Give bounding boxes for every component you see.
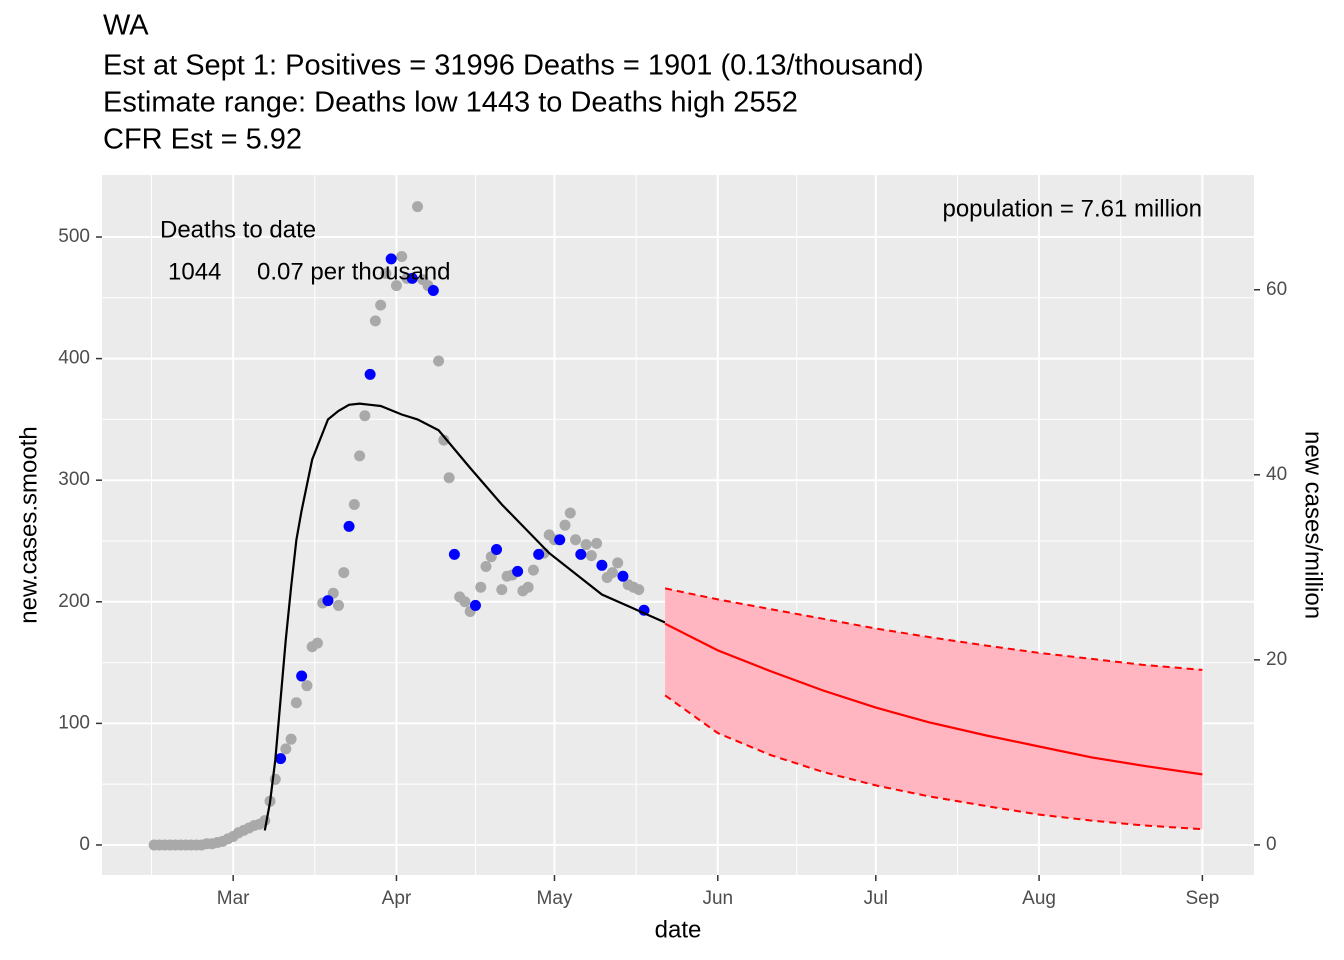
y-tick-label: 400 [58, 348, 90, 369]
point [533, 548, 545, 560]
y2-axis-title: new cases/million [1300, 431, 1327, 619]
y-tick-label: 200 [58, 591, 90, 612]
point [596, 559, 608, 571]
point [322, 595, 334, 607]
point [390, 280, 402, 292]
point [380, 267, 392, 279]
point [343, 520, 355, 532]
point [527, 564, 539, 576]
x-tick-label: Sep [1185, 888, 1219, 909]
point [438, 434, 450, 446]
point [348, 499, 360, 511]
annotation: 0.07 per thousand [257, 258, 451, 285]
y-tick-label: 500 [58, 226, 90, 247]
point [480, 561, 492, 573]
point [606, 567, 618, 579]
point [385, 253, 397, 265]
y2-tick-label: 60 [1266, 279, 1287, 300]
chart-subtitle: CFR Est = 5.92 [103, 124, 302, 156]
point [354, 450, 366, 462]
chart-subtitle: Estimate range: Deaths low 1443 to Death… [103, 87, 798, 119]
x-tick-label: May [537, 888, 573, 909]
chart-subtitle: Est at Sept 1: Positives = 31996 Deaths … [103, 50, 924, 82]
point [591, 537, 603, 549]
point [364, 368, 376, 380]
point [564, 507, 576, 519]
y2-tick-label: 40 [1266, 464, 1287, 485]
point [275, 753, 287, 765]
point [369, 315, 381, 327]
point [406, 272, 418, 284]
point [575, 548, 587, 560]
point [333, 599, 345, 611]
point [475, 581, 487, 593]
x-axis-title: date [655, 916, 702, 943]
point [280, 743, 292, 755]
point [433, 355, 445, 367]
point [570, 534, 582, 546]
point [285, 733, 297, 745]
y2-tick-label: 0 [1266, 834, 1277, 855]
labels: Deaths to date 1044 0.07 per thousand po… [15, 195, 1326, 943]
y-tick-label: 100 [58, 712, 90, 733]
point [311, 637, 323, 649]
point [559, 519, 571, 531]
point [459, 596, 471, 608]
marks [148, 201, 1203, 851]
point [359, 410, 371, 422]
annotation: Deaths to date [160, 216, 316, 243]
point [338, 567, 350, 579]
point [496, 584, 508, 596]
x-tick-label: Jun [702, 888, 733, 909]
point [443, 472, 455, 484]
line [664, 622, 1203, 776]
point [469, 599, 481, 611]
x-tick-label: Apr [382, 888, 412, 909]
point [617, 570, 629, 582]
annotation: population = 7.61 million [942, 195, 1202, 222]
point [375, 299, 387, 311]
point [554, 534, 566, 546]
point [522, 581, 534, 593]
band [665, 588, 1203, 830]
point [585, 550, 597, 562]
point [448, 548, 460, 560]
point [633, 584, 645, 596]
line [263, 402, 666, 831]
x-tick-label: Jul [864, 888, 888, 909]
point [580, 539, 592, 551]
point [296, 670, 308, 682]
y-tick-label: 300 [58, 469, 90, 490]
y2-tick-label: 20 [1266, 649, 1287, 670]
y-axis-title: new.cases.smooth [15, 426, 42, 623]
point [491, 544, 503, 556]
band-high [664, 587, 1203, 671]
point [612, 557, 624, 569]
point [512, 565, 524, 577]
point [301, 680, 313, 692]
point [259, 815, 271, 827]
point [290, 697, 302, 709]
chart-title: WA [103, 10, 149, 42]
point [427, 285, 439, 297]
band-low [664, 694, 1203, 831]
x-tick-label: Mar [217, 888, 250, 909]
point [396, 250, 408, 262]
annotation: 1044 [168, 258, 221, 285]
y-tick-label: 0 [79, 834, 90, 855]
point [412, 201, 424, 213]
x-tick-label: Aug [1022, 888, 1056, 909]
